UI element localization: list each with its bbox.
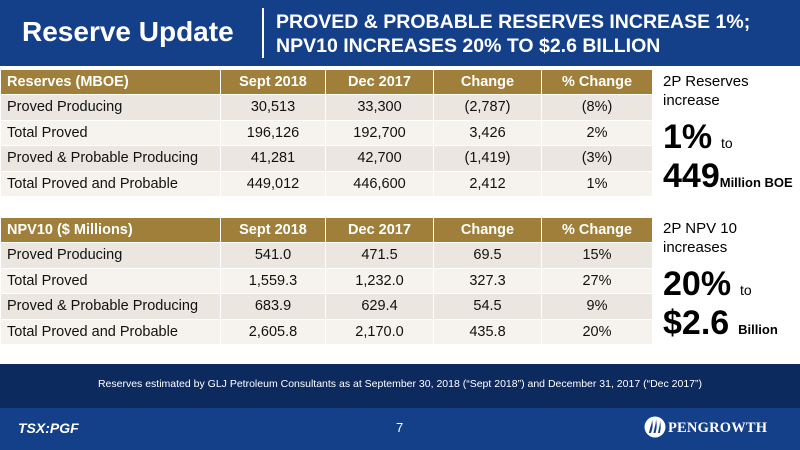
cell-dec-2017: 2,170.0	[325, 318, 434, 345]
npv-table: NPV10 ($ Millions) Sept 2018 Dec 2017 Ch…	[0, 217, 653, 345]
cell-change: 3,426	[433, 119, 542, 146]
col-header-pct-change: % Change	[541, 217, 653, 243]
cell-change: 327.3	[433, 267, 542, 294]
col-header-change: Change	[433, 69, 542, 95]
reserves-table: Reserves (MBOE) Sept 2018 Dec 2017 Chang…	[0, 69, 653, 197]
col-header-change: Change	[433, 217, 542, 243]
row-label: Total Proved and Probable	[0, 318, 221, 345]
cell-dec-2017: 33,300	[325, 94, 434, 121]
callout-pct: 1%	[663, 118, 713, 156]
ticker-symbol: TSX:PGF	[18, 420, 79, 436]
callout-unit: Million BOE	[719, 175, 793, 190]
table-row: Proved Producing 541.0 471.5 69.5 15%	[0, 242, 653, 269]
row-label: Proved & Probable Producing	[0, 293, 221, 320]
cell-sept-2018: 41,281	[220, 145, 326, 172]
table-row: Total Proved and Probable 449,012 446,60…	[0, 170, 653, 197]
row-label: Proved Producing	[0, 94, 221, 121]
cell-pct-change: (8%)	[541, 94, 653, 121]
cell-sept-2018: 30,513	[220, 94, 326, 121]
cell-dec-2017: 42,700	[325, 145, 434, 172]
footnote-band	[0, 364, 800, 408]
cell-pct-change: 27%	[541, 267, 653, 294]
table-row: Total Proved 1,559.3 1,232.0 327.3 27%	[0, 267, 653, 294]
row-label: Proved & Probable Producing	[0, 145, 221, 172]
callout-value: $2.6	[663, 304, 730, 342]
footnote-text: Reserves estimated by GLJ Petroleum Cons…	[97, 378, 703, 390]
row-label: Total Proved and Probable	[0, 170, 221, 197]
cell-sept-2018: 196,126	[220, 119, 326, 146]
col-header-metric: Reserves (MBOE)	[0, 69, 221, 95]
cell-pct-change: 15%	[541, 242, 653, 269]
npv-callout: 2P NPV 10 increases 20% to $2.6 Billion	[663, 219, 778, 343]
cell-change: 69.5	[433, 242, 542, 269]
col-header-sept-2018: Sept 2018	[220, 69, 326, 95]
callout-caption-line-1: 2P Reserves	[663, 73, 749, 90]
reserves-callout: 2P Reserves increase 1% to 449Million BO…	[663, 72, 793, 196]
logo-wordmark: PENGROWTH	[668, 420, 768, 436]
cell-pct-change: 20%	[541, 318, 653, 345]
pengrowth-logo-icon	[644, 416, 666, 438]
cell-sept-2018: 541.0	[220, 242, 326, 269]
col-header-sept-2018: Sept 2018	[220, 217, 326, 243]
header-divider	[262, 8, 264, 58]
col-header-metric: NPV10 ($ Millions)	[0, 217, 221, 243]
callout-caption-line-1: 2P NPV 10	[663, 220, 737, 237]
cell-pct-change: 9%	[541, 293, 653, 320]
subtitle-line-1: PROVED & PROBABLE RESERVES INCREASE 1%;	[276, 11, 751, 33]
callout-pct-line: 20% to	[663, 265, 778, 304]
cell-sept-2018: 683.9	[220, 293, 326, 320]
row-label: Total Proved	[0, 267, 221, 294]
page-title: Reserve Update	[22, 16, 234, 47]
callout-caption-line-2: increase	[663, 92, 720, 109]
cell-sept-2018: 449,012	[220, 170, 326, 197]
table-row: Total Proved 196,126 192,700 3,426 2%	[0, 119, 653, 146]
table-row: Proved & Probable Producing 683.9 629.4 …	[0, 293, 653, 320]
cell-change: 435.8	[433, 318, 542, 345]
subtitle-line-2: NPV10 INCREASES 20% TO $2.6 BILLION	[276, 35, 661, 57]
cell-change: (2,787)	[433, 94, 542, 121]
cell-dec-2017: 1,232.0	[325, 267, 434, 294]
table-header-row: NPV10 ($ Millions) Sept 2018 Dec 2017 Ch…	[0, 217, 653, 243]
col-header-dec-2017: Dec 2017	[325, 217, 434, 243]
cell-change: (1,419)	[433, 145, 542, 172]
header-bar: Reserve Update PROVED & PROBABLE RESERVE…	[0, 0, 800, 66]
footer-bar	[0, 408, 800, 450]
callout-pct: 20%	[663, 265, 732, 303]
page-subtitle: PROVED & PROBABLE RESERVES INCREASE 1%; …	[276, 10, 750, 58]
callout-value-line: 449Million BOE	[663, 157, 793, 196]
table-header-row: Reserves (MBOE) Sept 2018 Dec 2017 Chang…	[0, 69, 653, 95]
cell-pct-change: (3%)	[541, 145, 653, 172]
cell-change: 2,412	[433, 170, 542, 197]
table-row: Proved & Probable Producing 41,281 42,70…	[0, 145, 653, 172]
row-label: Total Proved	[0, 119, 221, 146]
cell-dec-2017: 471.5	[325, 242, 434, 269]
callout-value-line: $2.6 Billion	[663, 304, 778, 343]
table-row: Total Proved and Probable 2,605.8 2,170.…	[0, 318, 653, 345]
col-header-pct-change: % Change	[541, 69, 653, 95]
callout-value: 449	[663, 157, 720, 195]
cell-pct-change: 1%	[541, 170, 653, 197]
callout-pct-line: 1% to	[663, 118, 793, 157]
cell-dec-2017: 192,700	[325, 119, 434, 146]
callout-to: to	[739, 282, 752, 298]
cell-pct-change: 2%	[541, 119, 653, 146]
callout-unit: Billion	[738, 322, 778, 337]
page-number: 7	[396, 420, 404, 435]
row-label: Proved Producing	[0, 242, 221, 269]
callout-to: to	[721, 135, 733, 151]
cell-sept-2018: 2,605.8	[220, 318, 326, 345]
cell-dec-2017: 446,600	[325, 170, 434, 197]
callout-caption-line-2: increases	[663, 239, 728, 256]
cell-change: 54.5	[433, 293, 542, 320]
cell-dec-2017: 629.4	[325, 293, 434, 320]
cell-sept-2018: 1,559.3	[220, 267, 326, 294]
col-header-dec-2017: Dec 2017	[325, 69, 434, 95]
table-row: Proved Producing 30,513 33,300 (2,787) (…	[0, 94, 653, 121]
